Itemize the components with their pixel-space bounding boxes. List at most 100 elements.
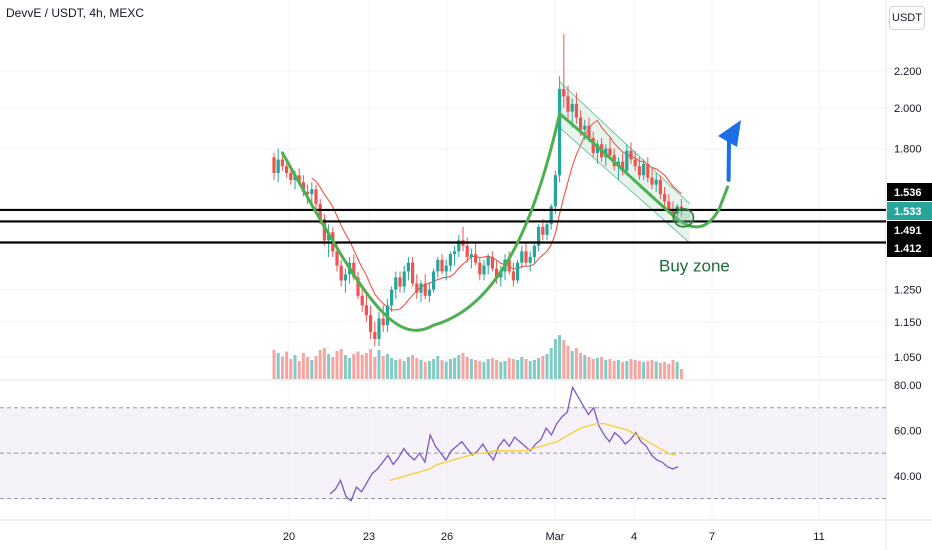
horizontal-levels <box>0 208 886 244</box>
volume-bar <box>306 357 310 379</box>
volume-bar <box>679 369 683 379</box>
volume-bar <box>507 358 511 379</box>
volume-bar <box>482 362 486 379</box>
y-tick-label: 2.200 <box>894 66 922 78</box>
channel-bottom <box>559 127 691 244</box>
candle-body <box>583 125 587 130</box>
volume-bar <box>520 357 524 379</box>
volume-bar <box>322 348 326 379</box>
volume-bar <box>369 349 373 379</box>
candle-body <box>364 305 368 316</box>
descending-channel <box>559 81 691 244</box>
symbol-title: DevvE / USDT, 4h, MEXC <box>6 6 145 20</box>
volume-bar <box>301 353 305 379</box>
price-label: 1.536 <box>894 187 922 199</box>
candle-body <box>369 315 373 333</box>
price-label: 1.533 <box>894 206 922 218</box>
price-label: 1.491 <box>894 225 922 237</box>
candle-body <box>545 224 549 235</box>
volume-bar <box>381 356 385 379</box>
candles <box>272 34 683 347</box>
candle-body <box>495 268 499 278</box>
volume-bar <box>461 353 465 379</box>
volume-bar <box>587 357 591 379</box>
candle-body <box>306 191 310 195</box>
volume-bar <box>436 356 440 379</box>
candle-body <box>637 166 641 176</box>
candle-body <box>553 175 557 207</box>
volume-bar <box>528 361 532 379</box>
volume-bar <box>658 363 662 379</box>
drawings: Buy zone <box>280 112 741 332</box>
volume-bar <box>423 362 427 379</box>
candle-body <box>520 251 524 263</box>
volume-bar <box>579 353 583 379</box>
candle-body <box>411 262 415 284</box>
volume-bar <box>390 358 394 379</box>
candle-body <box>453 251 457 255</box>
candle-body <box>394 277 398 290</box>
volume-bar <box>293 355 297 379</box>
candle-body <box>356 277 360 296</box>
candle-body <box>427 289 431 296</box>
rsi-line <box>329 385 679 502</box>
y-tick-label: 1.250 <box>894 285 922 297</box>
candle-body <box>591 137 595 153</box>
candle-body <box>633 159 637 167</box>
candle-body <box>511 271 515 281</box>
currency-button[interactable]: USDT <box>889 6 925 30</box>
candle-body <box>478 262 482 275</box>
candle-body <box>516 262 520 281</box>
volume-bar <box>289 359 293 379</box>
volume-bar <box>415 358 419 379</box>
candle-body <box>528 256 532 263</box>
volume-bar <box>646 361 650 379</box>
volume-bar <box>558 335 562 379</box>
volume-bar <box>486 359 490 379</box>
volume-bar <box>642 362 646 379</box>
candle-body <box>663 194 667 202</box>
volume-bar <box>394 360 398 379</box>
candle-body <box>562 88 566 97</box>
candle-body <box>654 179 658 185</box>
channel-top <box>559 81 691 205</box>
volume-bar <box>432 359 436 379</box>
candle-body <box>390 289 394 306</box>
volume-bar <box>318 350 322 379</box>
volume-bar <box>490 358 494 379</box>
candle-body <box>465 245 469 257</box>
volume-bar <box>499 362 503 379</box>
time-axis: 20 23 26 Mar 4 7 11 <box>283 531 825 543</box>
price-label-box <box>887 239 932 257</box>
volume-bar <box>474 360 478 379</box>
candle-body <box>289 172 293 180</box>
candle-body <box>419 283 423 293</box>
candle-body <box>650 177 654 185</box>
y-tick-label: 2.000 <box>894 103 922 115</box>
volume-bars <box>272 335 683 379</box>
candle-body <box>402 271 406 287</box>
price-label-box <box>887 183 932 201</box>
volume-bar <box>398 359 402 379</box>
volume-bar <box>348 358 352 379</box>
volume-bar <box>364 353 368 379</box>
x-tick-label: 11 <box>813 531 824 543</box>
rsi-panel <box>0 385 886 502</box>
candle-body <box>608 148 612 156</box>
candle-body <box>285 166 289 173</box>
candle-body <box>579 117 583 130</box>
volume-bar <box>516 360 520 379</box>
volume-bar <box>625 361 629 379</box>
volume-bar <box>343 355 347 379</box>
volume-bar <box>570 351 574 379</box>
candle-body <box>297 175 301 183</box>
volume-bar <box>339 349 343 379</box>
up-arrow-head <box>718 120 741 147</box>
volume-bar <box>297 361 301 379</box>
candle-body <box>339 265 343 281</box>
candle-body <box>310 189 314 195</box>
candle-body <box>658 179 662 195</box>
x-tick-label: 23 <box>363 531 375 543</box>
volume-bar <box>402 361 406 379</box>
